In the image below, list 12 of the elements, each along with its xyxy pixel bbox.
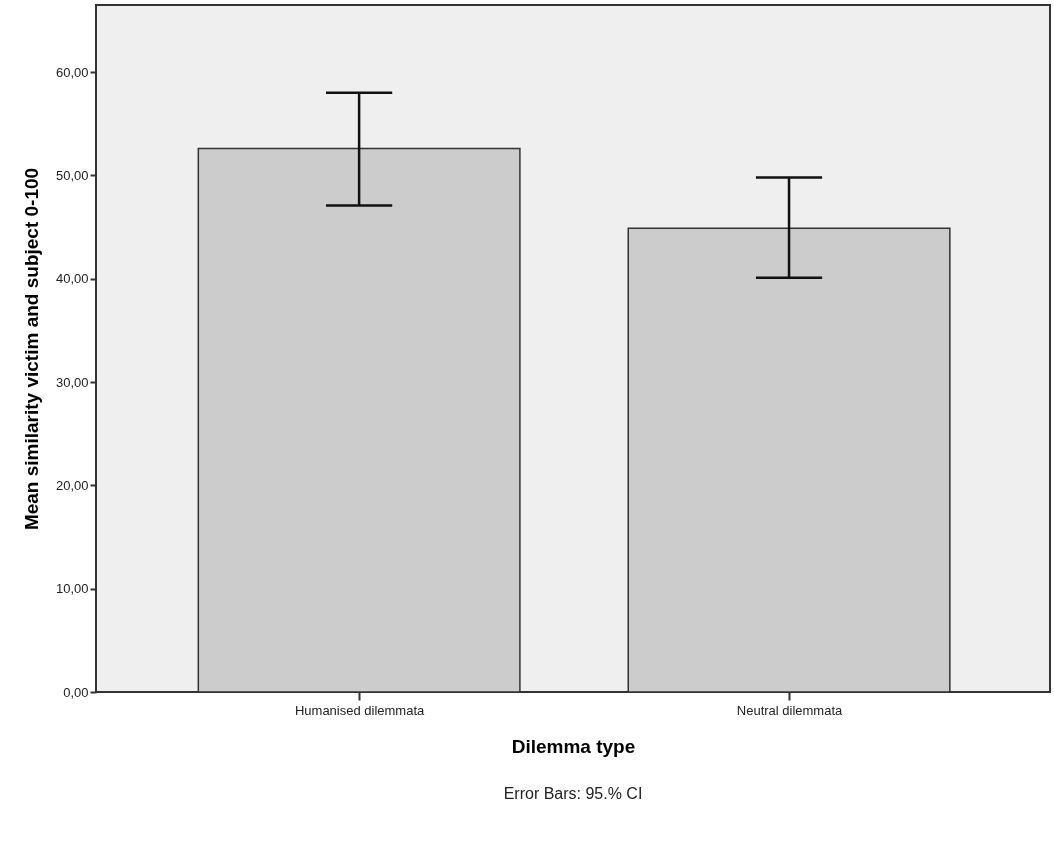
y-tick-label: 20,00 [55, 477, 89, 493]
x-tick-label: Humanised dilemmata [294, 702, 426, 718]
text: Error Bars: 95.% CI [503, 785, 643, 802]
y-tick-label: 30,00 [55, 374, 89, 390]
y-tick-label: 0,00 [63, 684, 89, 700]
y-axis-title: Mean similarity victim and subject 0-100 [20, 167, 42, 531]
y-tick-label: 60,00 [55, 64, 89, 80]
y-tick-label: 40,00 [55, 271, 89, 287]
x-tick-label: Neutral dilemmata [736, 702, 844, 718]
y-tick-label: 10,00 [55, 581, 89, 597]
y-tick-label: 50,00 [55, 167, 89, 183]
x-axis-title: Dilemma type [511, 735, 636, 757]
